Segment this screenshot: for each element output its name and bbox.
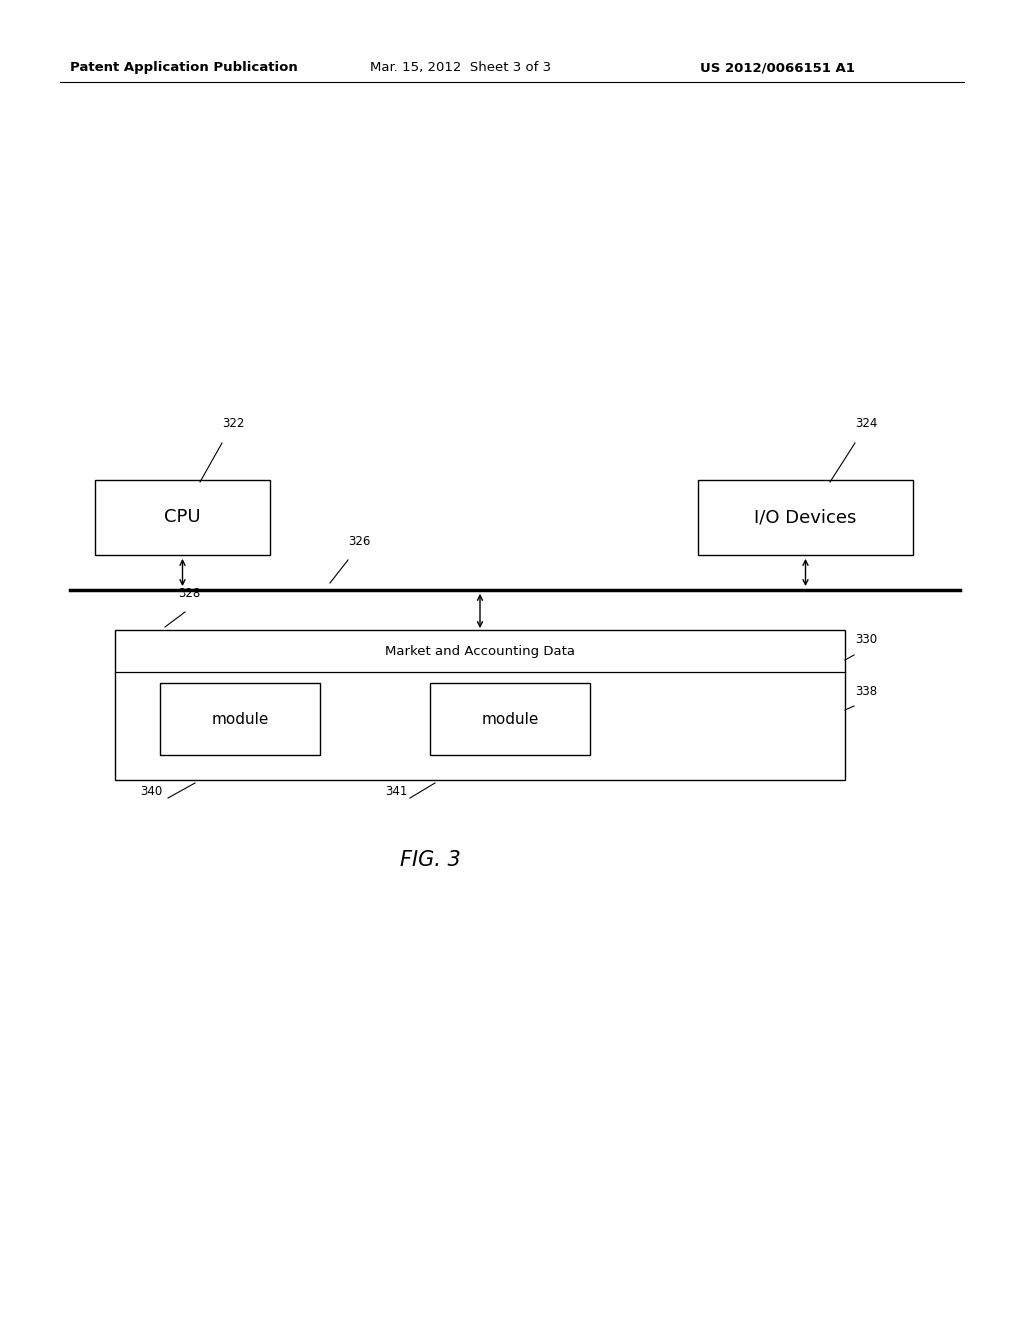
Text: 326: 326 bbox=[348, 535, 371, 548]
Text: 338: 338 bbox=[855, 685, 878, 698]
Bar bbox=[160, 682, 319, 755]
Text: Mar. 15, 2012  Sheet 3 of 3: Mar. 15, 2012 Sheet 3 of 3 bbox=[370, 62, 551, 74]
Text: module: module bbox=[481, 711, 539, 726]
Text: 328: 328 bbox=[178, 587, 201, 601]
Bar bbox=[430, 682, 590, 755]
Text: 322: 322 bbox=[222, 417, 245, 430]
Text: 341: 341 bbox=[385, 785, 408, 799]
Text: Market and Accounting Data: Market and Accounting Data bbox=[385, 645, 575, 659]
Bar bbox=[698, 480, 913, 554]
Text: module: module bbox=[211, 711, 268, 726]
Text: Patent Application Publication: Patent Application Publication bbox=[70, 62, 298, 74]
Text: CPU: CPU bbox=[164, 508, 201, 527]
Text: FIG. 3: FIG. 3 bbox=[399, 850, 461, 870]
Bar bbox=[95, 480, 270, 554]
Bar bbox=[115, 630, 845, 780]
Text: Software: Software bbox=[451, 685, 509, 698]
Text: 330: 330 bbox=[855, 634, 878, 645]
Text: I/O Devices: I/O Devices bbox=[755, 508, 857, 527]
Text: 340: 340 bbox=[140, 785, 162, 799]
Text: US 2012/0066151 A1: US 2012/0066151 A1 bbox=[700, 62, 855, 74]
Text: 324: 324 bbox=[855, 417, 878, 430]
